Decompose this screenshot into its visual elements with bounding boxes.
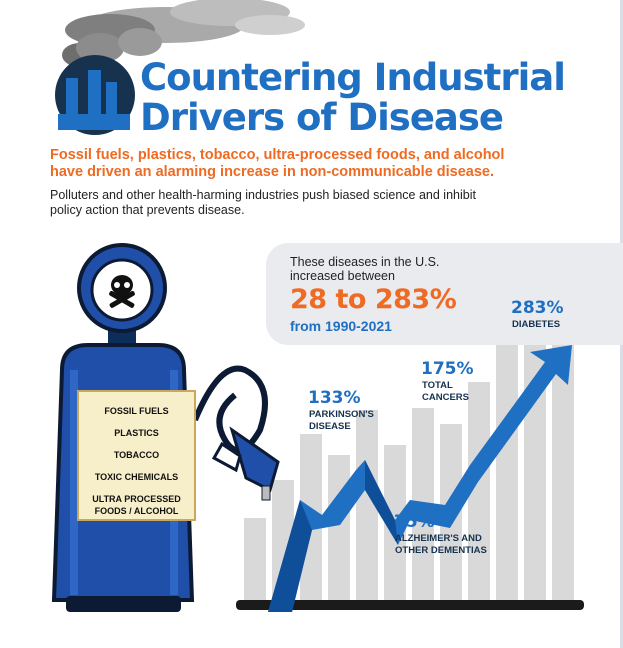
pump-item-fossil-fuels: FOSSIL FUELS [104,406,169,416]
pump-item-tobacco: TOBACCO [113,450,160,460]
pump-label-card: FOSSIL FUELS PLASTICS TOBACCO TOXIC CHEM… [77,390,196,521]
alzheimers-label-line2: OTHER DEMENTIAS [395,545,487,556]
pump-item-foods-alcohol: FOODS / ALCOHOL [94,506,179,516]
pump-item-toxic-chemicals: TOXIC CHEMICALS [94,472,179,482]
parkinsons-percent: 133% [308,388,361,408]
stat-intro: These diseases in the U.S. increased bet… [290,255,440,283]
trend-arrow-icon [268,345,572,612]
bar-12 [552,342,574,608]
pump-item-ultra-processed: ULTRA PROCESSED [92,494,181,504]
bar-1 [244,518,266,608]
cancers-label-line1: TOTAL [422,380,453,391]
skull-crossbones-icon [109,275,135,308]
stat-panel [266,243,623,345]
parkinsons-label-line1: PARKINSON'S [309,409,374,420]
pump-item-plastics: PLASTICS [114,428,159,438]
alzheimers-label-line1: ALZHEIMER'S AND [395,533,482,544]
stat-period: from 1990-2021 [290,318,392,334]
bar-10 [496,330,518,608]
page-subtitle: Fossil fuels, plastics, tobacco, ultra-p… [50,147,505,180]
alzheimers-percent: 75% [394,512,435,532]
smokestack-icon [55,55,135,135]
smoke-cloud [62,0,305,67]
cancers-label-line2: CANCERS [422,392,469,403]
stat-range: 28 to 283% [290,284,457,315]
bar-4 [328,455,350,608]
bar-5 [356,410,378,608]
cancers-percent: 175% [421,359,474,379]
diabetes-percent: 283% [511,298,564,318]
intro-text: Polluters and other health-harming indus… [50,188,476,217]
parkinsons-label-line2: DISEASE [309,421,351,432]
bar-9 [468,382,490,608]
page-title: Countering Industrial Drivers of Disease [140,56,566,139]
diabetes-label: DIABETES [512,319,561,330]
bar-11 [524,318,546,608]
